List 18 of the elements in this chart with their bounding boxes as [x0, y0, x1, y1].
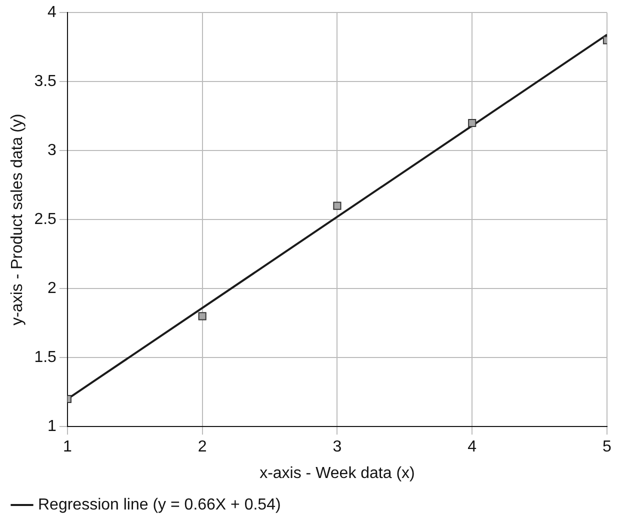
- y-tick-label: 2: [48, 280, 57, 298]
- point: [468, 118, 476, 128]
- x-tick-label: 3: [332, 438, 342, 456]
- y-tick-label: 4: [48, 4, 57, 22]
- y-tick-label: 3: [48, 142, 57, 160]
- y-tick-label: 2.5: [34, 211, 57, 228]
- point: [333, 202, 342, 210]
- x-tick-label: 2: [198, 438, 207, 456]
- x-tick-label: 5: [602, 438, 612, 456]
- legend-label: Regression line (y = 0.66X + 0.54): [38, 496, 281, 514]
- x-axis-title: x-axis - Week data (x): [260, 464, 415, 482]
- y-axis-title: y-axis - Product sales data (y): [9, 114, 26, 326]
- y-tick-label: 3.5: [34, 73, 57, 90]
- y-tick-label: 1: [48, 418, 57, 436]
- x-tick-label: 4: [468, 438, 477, 456]
- point: [198, 312, 206, 320]
- y-tick-label: 1.5: [34, 349, 57, 366]
- x-tick-label: 1: [62, 438, 72, 456]
